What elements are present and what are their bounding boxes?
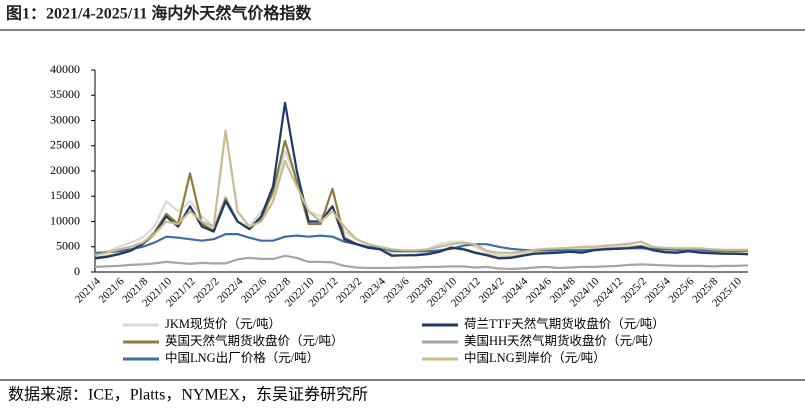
x-tick-label: 2025/2	[619, 275, 649, 305]
x-tick-label: 2021/6	[97, 275, 127, 305]
y-tick-label: 30000	[50, 112, 80, 126]
x-tick-label: 2025/6	[666, 275, 696, 305]
y-tick-label: 25000	[50, 138, 80, 152]
y-tick-label: 15000	[50, 188, 80, 202]
x-tick-label: 2022/4	[215, 275, 245, 305]
legend-label: 中国LNG到岸价（元/吨）	[464, 350, 606, 365]
legend-label: 美国HH天然气期货收盘价（元/吨）	[464, 333, 661, 348]
x-tick-label: 2022/6	[239, 275, 269, 305]
series-line	[94, 233, 748, 254]
x-tick-label: 2025/4	[643, 275, 673, 305]
chart-title: 图1：2021/4-2025/11 海内外天然气价格指数	[6, 4, 312, 23]
legend-label: JKM现货价（元/吨）	[165, 316, 281, 331]
series-line	[94, 129, 748, 257]
y-tick-label: 20000	[50, 163, 80, 177]
x-tick-label: 2024/4	[500, 275, 530, 305]
x-tick-label: 2024/6	[524, 275, 554, 305]
x-tick-label: 2023/6	[382, 275, 412, 305]
legend-label: 中国LNG出厂价格（元/吨）	[165, 350, 319, 365]
x-tick-label: 2023/4	[358, 275, 388, 305]
y-tick-label: 0	[74, 264, 80, 278]
legend-label: 荷兰TTF天然气期货收盘价（元/吨）	[464, 316, 665, 331]
series-line	[94, 254, 749, 271]
x-tick-label: 2024/2	[476, 275, 506, 305]
x-tick-label: 2021/4	[73, 275, 103, 305]
y-tick-label: 40000	[50, 62, 80, 76]
x-tick-label: 2023/2	[334, 275, 364, 305]
y-tick-label: 35000	[50, 87, 80, 101]
y-tick-label: 5000	[56, 239, 80, 253]
source: 数据来源：ICE，Platts，NYMEX，东吴证券研究所	[8, 386, 368, 404]
series-line	[94, 101, 749, 260]
y-tick-label: 10000	[50, 213, 80, 227]
legend-label: 英国天然气期货收盘价（元/吨）	[165, 333, 343, 348]
x-tick-label: 2022/2	[192, 275, 222, 305]
